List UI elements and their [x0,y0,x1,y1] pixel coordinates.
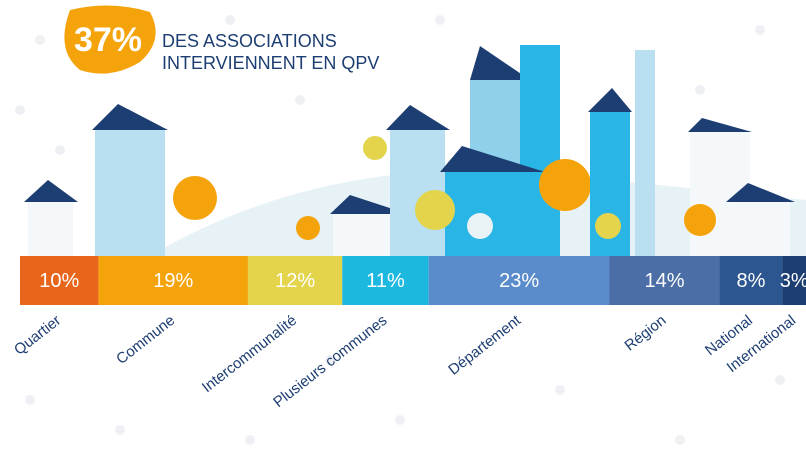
value-label: 3% [780,270,806,292]
value-label: 10% [39,270,79,292]
headline-text: DES ASSOCIATIONS [162,31,337,51]
category-label: Intercommunalité [199,312,300,396]
value-label: 14% [645,270,685,292]
infographic: 37% DES ASSOCIATIONS INTERVIENNENT EN QP… [0,0,806,457]
category-label: Département [445,311,524,378]
value-label: 19% [153,270,193,292]
category-label: Quartier [11,312,64,359]
headline-text: INTERVIENNENT EN QPV [162,53,379,73]
city-illustration [24,45,806,256]
category-label: Région [621,312,669,355]
stacked-bar: 10% Quartier 19% Commune 12% Intercommunalité… [11,256,806,411]
value-label: 11% [366,270,405,292]
headline-value: 37% [74,21,142,59]
value-label: 23% [499,270,539,292]
category-label: Commune [113,312,178,368]
value-label: 8% [737,270,766,292]
value-label: 12% [275,270,315,292]
